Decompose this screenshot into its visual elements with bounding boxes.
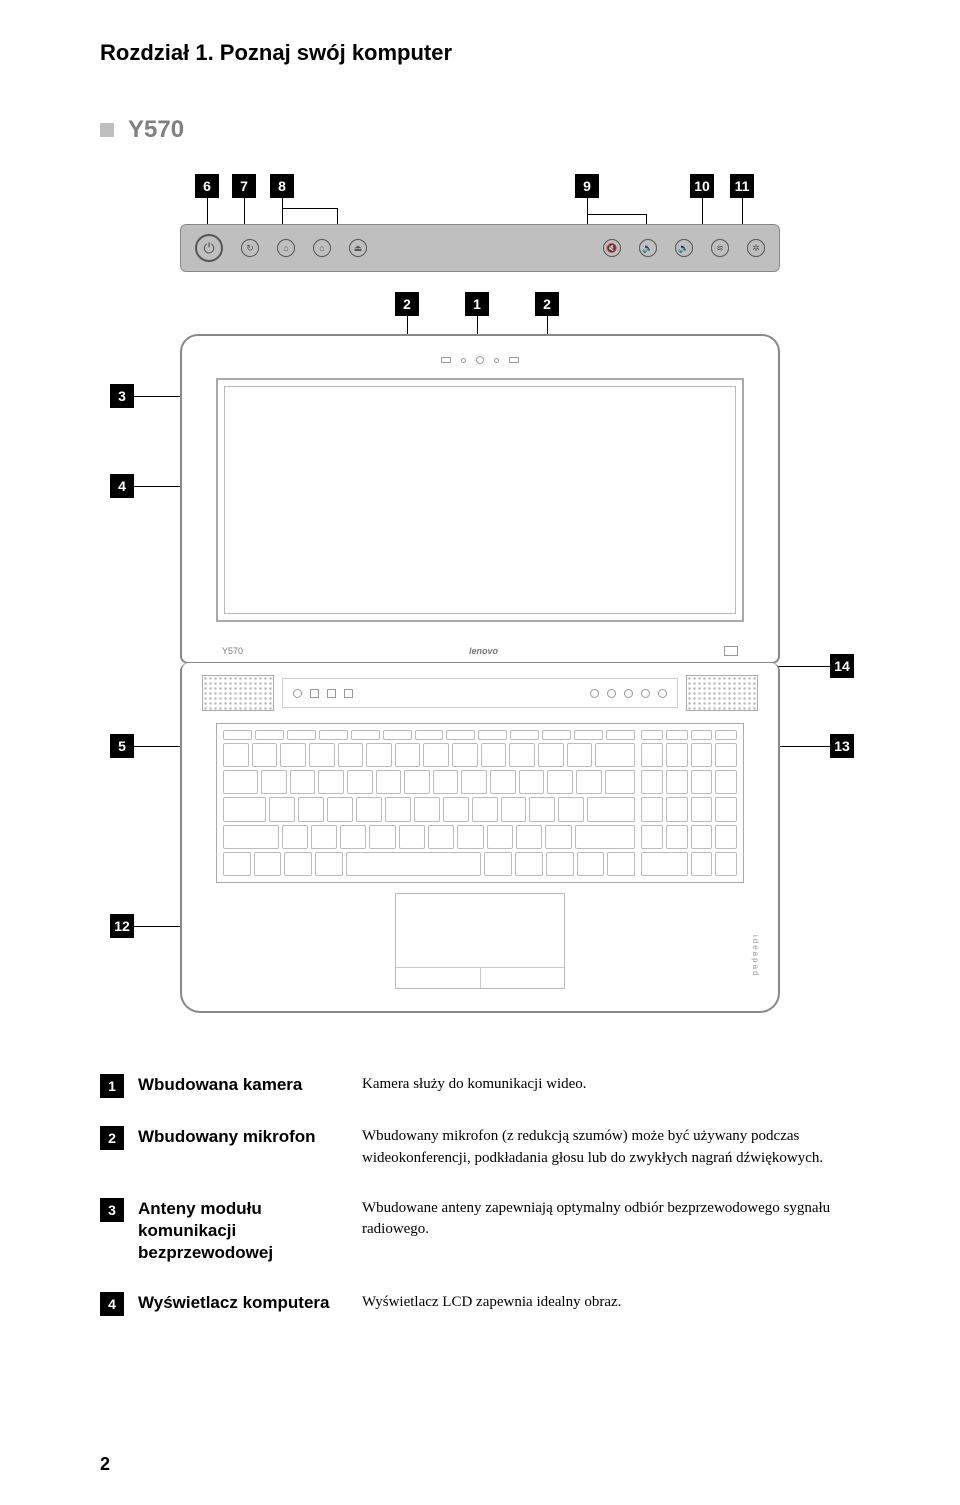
laptop-diagram: 6 7 8 9 10 11 ⏻ ↻ ⌂ ⌂ ⏏ 🔇 🔉 🔊 ≋ ✲ 2 1 2 … [90,174,870,1034]
touchpad [395,893,565,989]
callout-1: 1 [465,292,489,316]
speaker-left [202,675,274,711]
chapter-title: Rozdział 1. Poznaj swój komputer [100,40,880,66]
desc-num-1: 1 [100,1074,124,1098]
callout-11: 11 [730,174,754,198]
keyboard [216,723,744,883]
desc-text-2: Wbudowany mikrofon (z redukcją szumów) m… [362,1126,880,1170]
laptop-illustration: Y570 lenovo [180,334,780,1013]
callout-4: 4 [110,474,134,498]
desc-term-1: Wbudowana kamera [138,1074,348,1096]
callout-7: 7 [232,174,256,198]
callout-10: 10 [690,174,714,198]
desc-term-4: Wyświetlacz komputera [138,1292,348,1314]
callout-9: 9 [575,174,599,198]
desc-text-3: Wbudowane anteny zapewniają optymalny od… [362,1198,880,1242]
sensor-strip [441,356,519,364]
desc-text-1: Kamera służy do komunikacji wideo. [362,1074,880,1096]
desc-row-3: 3 Anteny modułu komunikacji bezprzewodow… [100,1198,880,1264]
brand-logo: lenovo [469,646,498,656]
descriptions-list: 1 Wbudowana kamera Kamera służy do komun… [100,1074,880,1316]
desc-num-2: 2 [100,1126,124,1150]
vol-up-icon: 🔊 [675,239,693,257]
laptop-lid: Y570 lenovo [180,334,780,664]
model-name: Y570 [128,116,184,144]
desc-term-3: Anteny modułu komunikacji bezprzewodowej [138,1198,348,1264]
speaker-right [686,675,758,711]
onekey-icon: ✲ [747,239,765,257]
lock2-icon: ⌂ [313,239,331,257]
model-bullet [100,123,114,137]
callout-12: 12 [110,914,134,938]
callout-3: 3 [110,384,134,408]
callout-2a: 2 [395,292,419,316]
power-icon: ⏻ [195,234,223,262]
desc-row-2: 2 Wbudowany mikrofon Wbudowany mikrofon … [100,1126,880,1170]
lid-model-label: Y570 [222,646,243,656]
recovery-icon: ↻ [241,239,259,257]
callout-2b: 2 [535,292,559,316]
lock1-icon: ⌂ [277,239,295,257]
desc-term-2: Wbudowany mikrofon [138,1126,348,1148]
callout-13: 13 [830,734,854,758]
callout-5: 5 [110,734,134,758]
desc-row-4: 4 Wyświetlacz komputera Wyświetlacz LCD … [100,1292,880,1316]
desc-text-4: Wyświetlacz LCD zapewnia idealny obraz. [362,1292,880,1314]
status-panel [282,678,678,708]
callout-8: 8 [270,174,294,198]
eject-icon: ⏏ [349,239,367,257]
model-heading: Y570 [100,116,880,144]
desc-row-1: 1 Wbudowana kamera Kamera służy do komun… [100,1074,880,1098]
thermal-icon: ≋ [711,239,729,257]
fingerprint-dummy-icon [724,646,738,656]
screen [224,386,736,614]
control-bar: ⏻ ↻ ⌂ ⌂ ⏏ 🔇 🔉 🔊 ≋ ✲ [180,224,780,272]
mute-icon: 🔇 [603,239,621,257]
desc-num-3: 3 [100,1198,124,1222]
laptop-base: ideapad [180,663,780,1013]
vol-down-icon: 🔉 [639,239,657,257]
callout-6: 6 [195,174,219,198]
ideapad-label: ideapad [751,935,760,977]
screen-bezel [216,378,744,622]
callout-14: 14 [830,654,854,678]
desc-num-4: 4 [100,1292,124,1316]
page-number: 2 [100,1454,110,1475]
